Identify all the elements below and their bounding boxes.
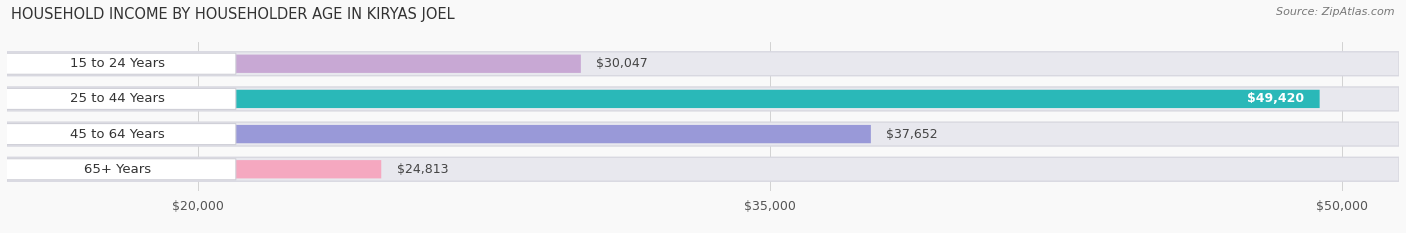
Text: HOUSEHOLD INCOME BY HOUSEHOLDER AGE IN KIRYAS JOEL: HOUSEHOLD INCOME BY HOUSEHOLDER AGE IN K… (11, 7, 456, 22)
FancyBboxPatch shape (7, 52, 1399, 76)
FancyBboxPatch shape (7, 157, 1399, 181)
Text: $30,047: $30,047 (596, 57, 648, 70)
Text: 25 to 44 Years: 25 to 44 Years (70, 93, 165, 105)
FancyBboxPatch shape (0, 53, 236, 74)
Text: 45 to 64 Years: 45 to 64 Years (70, 128, 165, 140)
FancyBboxPatch shape (7, 160, 381, 178)
Text: Source: ZipAtlas.com: Source: ZipAtlas.com (1277, 7, 1395, 17)
FancyBboxPatch shape (7, 122, 1399, 146)
Text: $49,420: $49,420 (1247, 93, 1305, 105)
FancyBboxPatch shape (0, 123, 236, 145)
FancyBboxPatch shape (0, 159, 236, 180)
FancyBboxPatch shape (0, 88, 236, 110)
FancyBboxPatch shape (7, 87, 1399, 111)
Text: $24,813: $24,813 (396, 163, 449, 176)
Text: $37,652: $37,652 (886, 128, 938, 140)
Text: 65+ Years: 65+ Years (84, 163, 152, 176)
FancyBboxPatch shape (7, 90, 1320, 108)
FancyBboxPatch shape (7, 125, 870, 143)
FancyBboxPatch shape (7, 55, 581, 73)
Text: 15 to 24 Years: 15 to 24 Years (70, 57, 165, 70)
